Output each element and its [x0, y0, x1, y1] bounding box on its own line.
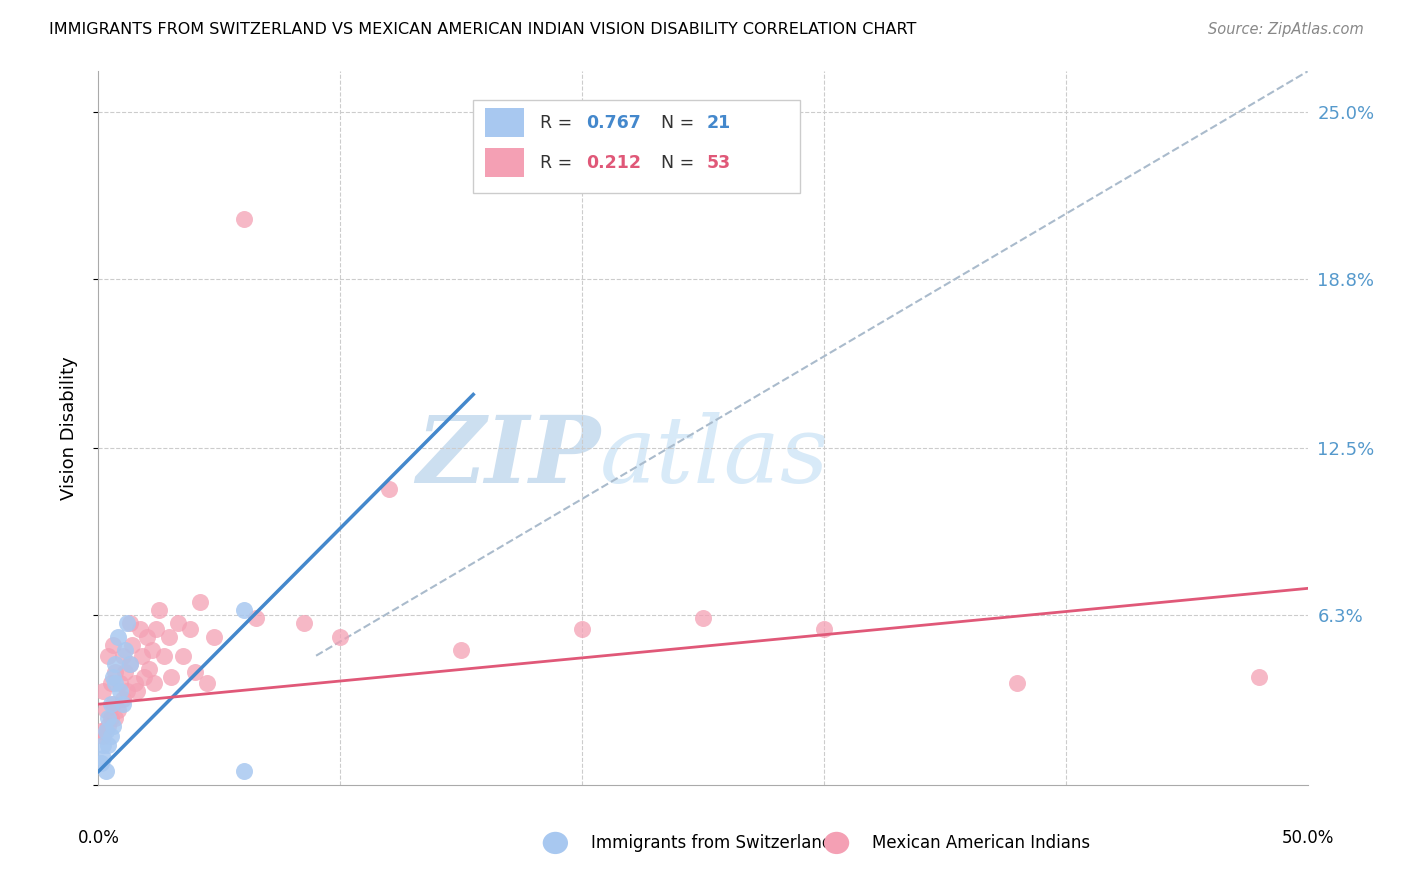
Point	[157, 630, 180, 644]
Point	[101, 638, 124, 652]
Text: R =: R =	[540, 153, 578, 171]
Point	[108, 683, 131, 698]
Point	[91, 738, 114, 752]
Text: Immigrants from Switzerland: Immigrants from Switzerland	[591, 834, 832, 852]
Point	[107, 630, 129, 644]
Point	[94, 764, 117, 779]
Point	[127, 683, 149, 698]
Point	[104, 657, 127, 671]
Point	[111, 691, 134, 706]
Point	[813, 622, 835, 636]
Point	[232, 212, 254, 227]
Point	[195, 675, 218, 690]
Point	[101, 697, 124, 711]
Point	[131, 648, 153, 663]
Point	[104, 711, 127, 725]
Point	[184, 665, 207, 679]
Point	[111, 648, 134, 663]
Point	[101, 670, 124, 684]
Text: N =: N =	[661, 114, 699, 132]
Point	[145, 622, 167, 636]
Point	[97, 719, 120, 733]
Point	[94, 702, 117, 716]
Point	[1249, 670, 1271, 684]
Point	[91, 683, 114, 698]
Point	[134, 670, 156, 684]
Point	[1007, 675, 1029, 690]
Point	[114, 643, 136, 657]
Point	[94, 724, 117, 739]
Point	[124, 675, 146, 690]
Point	[91, 751, 114, 765]
FancyBboxPatch shape	[485, 148, 524, 177]
Text: atlas: atlas	[600, 412, 830, 501]
Point	[114, 665, 136, 679]
Point	[97, 648, 120, 663]
FancyBboxPatch shape	[474, 100, 800, 193]
Text: ZIP: ZIP	[416, 412, 600, 501]
Point	[329, 630, 352, 644]
Point	[97, 738, 120, 752]
Point	[160, 670, 183, 684]
Text: 53: 53	[707, 153, 731, 171]
Point	[117, 683, 139, 698]
Point	[100, 697, 122, 711]
Text: 21: 21	[707, 114, 731, 132]
Point	[179, 622, 201, 636]
Text: 0.767: 0.767	[586, 114, 641, 132]
Text: N =: N =	[661, 153, 699, 171]
Point	[377, 482, 399, 496]
Point	[108, 675, 131, 690]
Point	[450, 643, 472, 657]
Point	[90, 756, 112, 771]
Point	[91, 730, 114, 744]
Point	[90, 724, 112, 739]
Point	[100, 711, 122, 725]
Text: 0.212: 0.212	[586, 153, 641, 171]
Text: 50.0%: 50.0%	[1281, 830, 1334, 847]
Text: Source: ZipAtlas.com: Source: ZipAtlas.com	[1208, 22, 1364, 37]
Point	[117, 616, 139, 631]
Point	[101, 719, 124, 733]
Text: R =: R =	[540, 114, 578, 132]
Point	[232, 764, 254, 779]
Point	[118, 657, 141, 671]
Point	[118, 616, 141, 631]
Point	[138, 662, 160, 676]
Text: 0.0%: 0.0%	[77, 830, 120, 847]
Point	[692, 611, 714, 625]
Point	[167, 616, 190, 631]
Text: Mexican American Indians: Mexican American Indians	[872, 834, 1090, 852]
Text: IMMIGRANTS FROM SWITZERLAND VS MEXICAN AMERICAN INDIAN VISION DISABILITY CORRELA: IMMIGRANTS FROM SWITZERLAND VS MEXICAN A…	[49, 22, 917, 37]
Point	[121, 638, 143, 652]
Point	[100, 675, 122, 690]
Point	[143, 675, 166, 690]
Point	[571, 622, 593, 636]
FancyBboxPatch shape	[485, 109, 524, 137]
Point	[245, 611, 267, 625]
Point	[172, 648, 194, 663]
Y-axis label: Vision Disability: Vision Disability	[59, 356, 77, 500]
Point	[104, 665, 127, 679]
Point	[111, 697, 134, 711]
Point	[118, 657, 141, 671]
Point	[104, 675, 127, 690]
Point	[188, 595, 211, 609]
Point	[141, 643, 163, 657]
Point	[204, 630, 226, 644]
Point	[148, 603, 170, 617]
Point	[135, 630, 157, 644]
Point	[232, 603, 254, 617]
Point	[128, 622, 150, 636]
Point	[107, 702, 129, 716]
Point	[100, 730, 122, 744]
Point	[97, 711, 120, 725]
Point	[152, 648, 174, 663]
Point	[292, 616, 315, 631]
